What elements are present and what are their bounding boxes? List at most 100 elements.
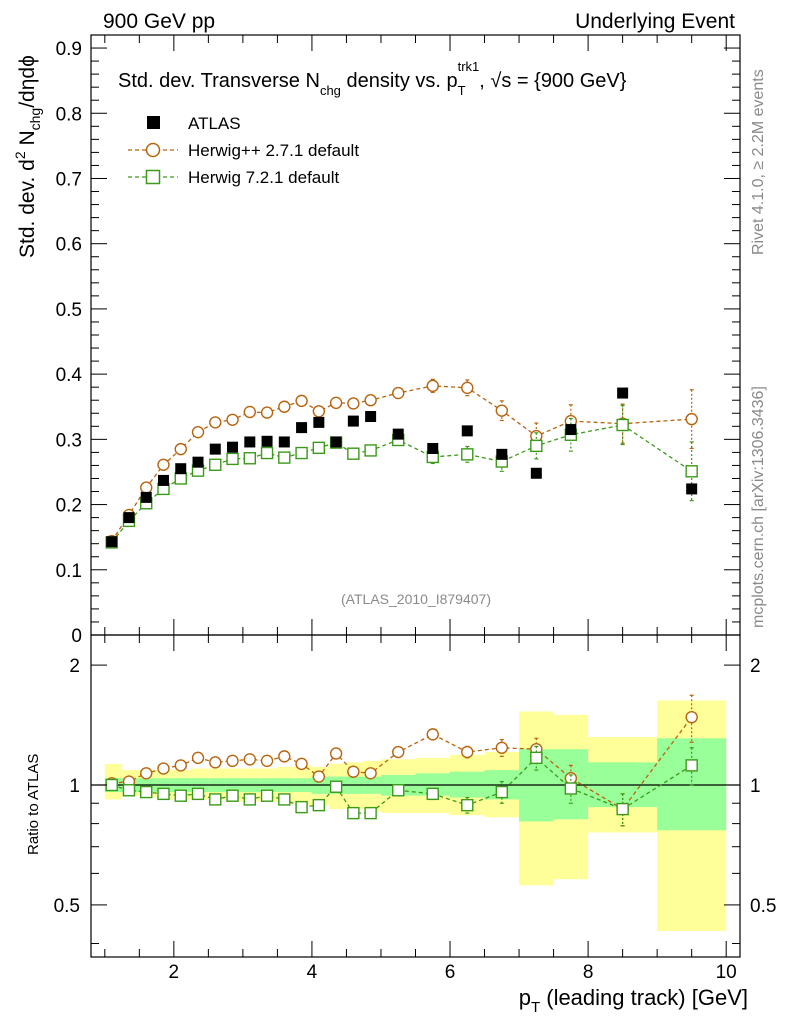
atlas-point — [686, 483, 698, 495]
ratio-y-axis-label: Ratio to ATLAS — [25, 754, 42, 855]
ratio-herwigpp-point — [157, 762, 170, 775]
ylabel-main: Std. dev. d — [16, 159, 39, 258]
herwigpp-point — [260, 406, 274, 419]
ratio-herwigpp-point — [685, 710, 698, 724]
ratio-herwigpp-point — [174, 759, 187, 772]
herwigpp-point — [174, 442, 187, 456]
herwigpp-point — [495, 404, 509, 417]
ratio-herwig7-point — [347, 806, 360, 820]
y-tick-label: 0.8 — [56, 104, 82, 125]
ratio-herwig7-point — [209, 793, 222, 806]
ratio-y-tick-label-right: 2 — [750, 656, 761, 677]
atlas-point — [296, 422, 308, 434]
herwigpp-point — [278, 400, 291, 413]
ratio-y-tick-label-right: 1 — [750, 776, 761, 797]
main-panel: 0 0.1 0.2 0.3 0.4 0.5 0.6 0.7 0.8 0.9 — [56, 34, 741, 647]
ratio-herwigpp-point — [260, 754, 274, 768]
atlas-point — [106, 536, 118, 548]
analysis-label: (ATLAS_2010_I879407) — [341, 591, 491, 607]
ratio-herwigpp-point — [347, 765, 360, 778]
y-tick-label: 0.3 — [56, 430, 82, 451]
herwig7-point — [364, 444, 377, 457]
atlas-point — [209, 443, 221, 455]
ratio-herwigpp-point — [243, 753, 256, 766]
herwigpp-point — [329, 396, 343, 410]
atlas-point — [496, 448, 508, 460]
ratio-herwigpp-point — [312, 770, 326, 783]
ratio-herwig7-point — [685, 759, 698, 772]
ratio-y-tick-label-right: 0.5 — [750, 896, 776, 917]
herwigpp-point — [157, 458, 170, 471]
ratio-herwig7-line — [111, 756, 693, 814]
ratio-herwig7-point — [243, 793, 256, 806]
herwig7-point — [295, 446, 308, 460]
ratio-herwigpp-point — [278, 750, 291, 763]
x-tick-label: 6 — [445, 962, 456, 983]
herwig7-point — [312, 441, 326, 455]
y-tick-label: 0.7 — [56, 169, 82, 190]
atlas-point — [530, 467, 542, 479]
atlas-point — [330, 436, 342, 448]
ratio-herwig7-point — [426, 787, 439, 801]
legend-label: ATLAS — [188, 114, 241, 133]
herwigpp-point — [243, 405, 256, 419]
title-mid: density vs. p — [341, 70, 458, 92]
atlas-point — [365, 411, 377, 423]
ratio-herwig7-point — [260, 789, 274, 802]
header-left: 900 GeV pp — [103, 10, 215, 33]
x-axis-label: pT (leading track) [GeV] — [519, 985, 748, 1016]
y-tick-label: 0.2 — [56, 496, 82, 517]
ratio-herwigpp-point — [329, 747, 343, 760]
ratio-herwig7-point — [312, 798, 326, 812]
y-tick-label: 0.6 — [56, 235, 82, 256]
ratio-herwigpp-point — [191, 751, 205, 765]
ylabel-sub: chg — [27, 108, 43, 131]
rivet-label: Rivet 4.1.0, ≥ 2.2M events — [750, 69, 767, 255]
herwigpp-point — [364, 394, 377, 407]
y-tick-label: 0.1 — [56, 561, 82, 582]
ratio-herwigpp-point — [295, 757, 308, 771]
ratio-herwig7-point — [157, 787, 170, 801]
herwigpp-point — [392, 386, 405, 400]
ylabel-tail: /dηdϕ — [16, 55, 39, 108]
herwig7-point — [685, 465, 698, 478]
ratio-herwig7-point — [564, 782, 578, 795]
xlabel-sub: T — [531, 999, 540, 1016]
atlas-point — [347, 415, 359, 427]
herwig7-point — [260, 446, 274, 460]
ratio-herwig7-point — [616, 802, 629, 816]
herwigpp-point — [191, 425, 205, 439]
ratio-herwig7-point — [295, 800, 308, 814]
chart-title: Std. dev. Transverse Nchg density vs. pT… — [118, 59, 627, 98]
header-right: Underlying Event — [575, 10, 735, 33]
ratio-herwigpp-point — [364, 767, 377, 780]
ratio-herwig7-point — [226, 789, 239, 802]
y-tick-label: 0.5 — [56, 300, 82, 321]
atlas-point — [157, 474, 169, 486]
ratio-herwig7-point — [530, 751, 543, 765]
title-prefix: Std. dev. Transverse N — [118, 70, 320, 92]
atlas-point — [617, 387, 629, 399]
ratio-herwig7-point — [495, 785, 509, 799]
legend-label: Herwig++ 2.7.1 default — [188, 141, 359, 160]
ratio-herwig7-point — [278, 793, 291, 806]
legend-label: Herwig 7.2.1 default — [188, 168, 339, 187]
ratio-herwig7-point — [191, 787, 205, 801]
atlas-point — [140, 491, 152, 503]
ratio-herwig7-point — [329, 780, 343, 793]
ratio-herwig7-point — [122, 784, 136, 797]
y-axis-label: Std. dev. d2 Nchg/dηdϕ — [12, 55, 43, 258]
xlabel-main: p — [519, 985, 531, 1010]
x-tick-label: 10 — [716, 962, 737, 983]
herwig7-point — [347, 447, 360, 460]
atlas-point — [227, 441, 239, 453]
atlas-point — [313, 416, 325, 428]
atlas-point — [565, 424, 577, 436]
herwigpp-point — [685, 412, 698, 426]
x-tick-label: 4 — [307, 962, 318, 983]
herwigpp-point — [347, 397, 360, 410]
herwig7-point — [530, 439, 543, 453]
title-sub2: T — [458, 83, 466, 98]
ratio-herwigpp-point — [226, 754, 239, 768]
